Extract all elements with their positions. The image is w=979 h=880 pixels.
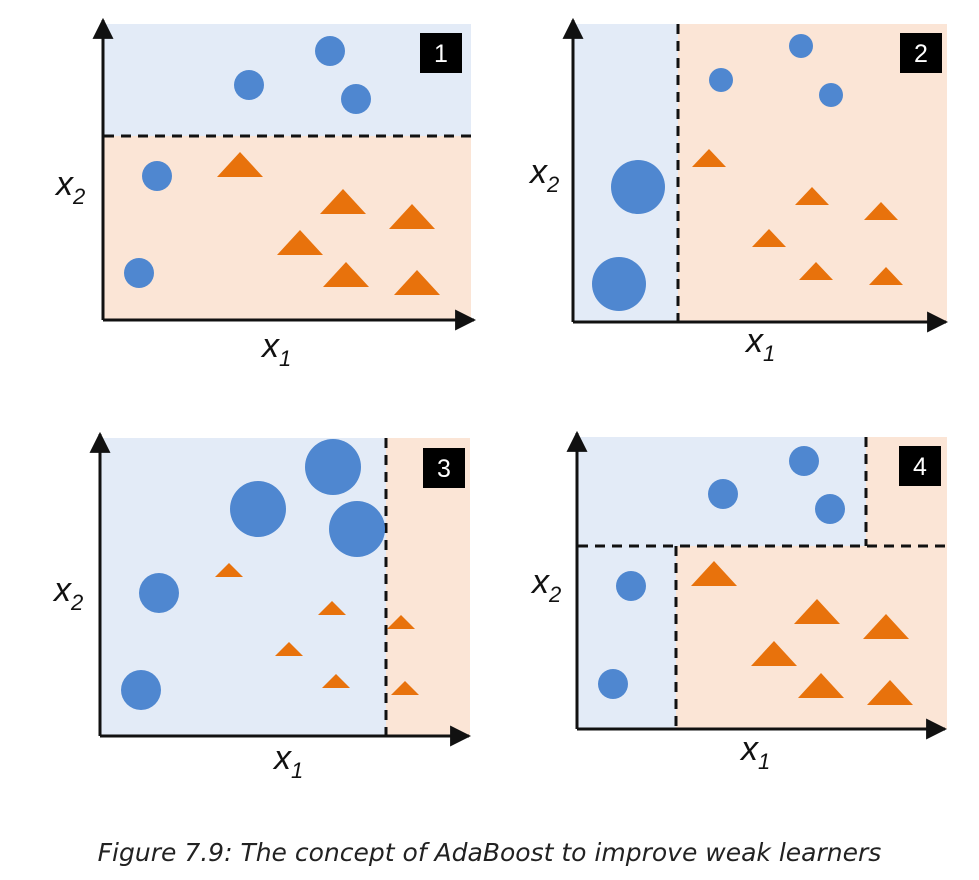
panel-1-blue-circle — [315, 36, 345, 66]
panel-1-badge-label: 1 — [434, 40, 448, 68]
panel-2-orange-triangle — [799, 262, 833, 280]
panel-2-blue-circle — [819, 83, 843, 107]
panel-1-blue-circle — [341, 84, 371, 114]
panel-2: 2 x1 x2 — [528, 17, 949, 366]
panel-2-badge — [900, 33, 942, 73]
panel-1-x-axis-label: x1 — [260, 327, 291, 371]
panel-1-badge — [420, 33, 462, 73]
panel-3-orange-triangle — [391, 681, 419, 695]
panel-3-orange-triangle — [275, 642, 303, 656]
panel-3-orange-triangle — [318, 601, 346, 615]
panel-1: 1 x1 x2 — [54, 17, 477, 371]
panel-2-orange-triangle — [864, 202, 898, 220]
panel-1-orange-triangle — [277, 230, 323, 255]
panel-2-orange-triangle — [752, 229, 786, 247]
panel-2-blue-circle — [789, 34, 813, 58]
panel-3-x-axis-label: x1 — [272, 739, 303, 783]
panel-1-blue-circle — [142, 161, 172, 191]
panel-4-orange-triangle — [863, 614, 909, 639]
panel-3-badge-label: 3 — [437, 455, 451, 483]
panel-3-y-axis-label: x2 — [52, 571, 83, 615]
panel-4: 4 x1 x2 — [530, 430, 948, 774]
panel-4-orange-triangle — [794, 599, 840, 624]
panel-1-y-axis-label: x2 — [54, 165, 85, 209]
panel-2-orange-triangle — [869, 267, 903, 285]
panel-1-orange-triangle — [320, 189, 366, 214]
panel-2-y-axis-label: x2 — [528, 153, 559, 197]
panel-4-y-axis-label: x2 — [530, 563, 561, 607]
panel-3-blue-circle — [121, 670, 161, 710]
panel-4-blue-circle — [708, 479, 738, 509]
panel-4-orange-triangle — [867, 680, 913, 705]
panel-2-blue-circle — [592, 257, 646, 311]
panel-4-orange-triangle — [691, 561, 737, 586]
figure-caption: Figure 7.9: The concept of AdaBoost to i… — [97, 838, 882, 867]
panel-1-blue-circle — [124, 258, 154, 288]
panel-2-orange-triangle — [795, 187, 829, 205]
panel-2-x-axis-label: x1 — [744, 322, 775, 366]
panel-4-blue-circle — [616, 571, 646, 601]
panel-4-orange-triangle — [798, 673, 844, 698]
panel-3-badge — [423, 448, 465, 488]
panel-3-blue-circle — [305, 439, 361, 495]
panel-2-blue-circle — [709, 68, 733, 92]
panel-3-blue-circle — [230, 481, 286, 537]
panel-3: 3 x1 x2 — [52, 431, 472, 783]
panel-1-orange-triangle — [323, 262, 369, 287]
panel-4-orange-triangle — [751, 641, 797, 666]
panel-3-orange-triangle — [215, 563, 243, 577]
panel-3-orange-triangle — [322, 674, 350, 688]
panel-4-badge — [899, 446, 941, 486]
panel-3-orange-triangle — [387, 615, 415, 629]
panel-4-blue-circle — [789, 446, 819, 476]
panel-1-blue-region — [104, 24, 471, 136]
panel-2-orange-triangle — [692, 149, 726, 167]
panel-1-blue-circle — [234, 70, 264, 100]
panel-1-orange-triangle — [394, 270, 440, 295]
panel-4-badge-label: 4 — [913, 453, 927, 481]
panel-4-blue-circle — [598, 669, 628, 699]
panel-3-blue-circle — [329, 501, 385, 557]
panel-4-blue-circle — [815, 494, 845, 524]
panel-1-orange-triangle — [217, 152, 263, 177]
panel-2-badge-label: 2 — [914, 40, 928, 68]
panel-4-x-axis-label: x1 — [739, 730, 770, 774]
panel-1-orange-triangle — [389, 204, 435, 229]
panel-2-blue-circle — [611, 160, 665, 214]
panel-3-blue-circle — [139, 573, 179, 613]
